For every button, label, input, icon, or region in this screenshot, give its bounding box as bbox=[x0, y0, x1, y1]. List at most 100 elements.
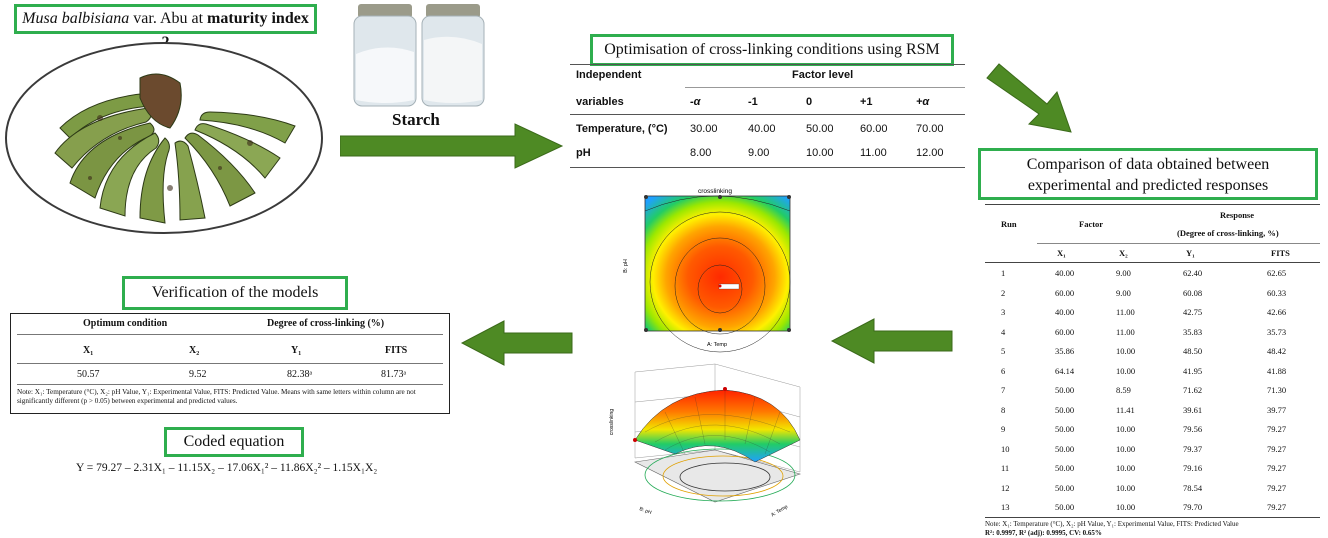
comparison-cell: 50.00 bbox=[1055, 463, 1075, 473]
verification-note: Note: X₁: Temperature (°C), X₂: pH Value… bbox=[17, 388, 416, 405]
rsm-cell: 70.00 bbox=[916, 123, 944, 135]
comparison-row: 7 50.00 8.59 71.62 71.30 bbox=[985, 380, 1320, 400]
comparison-note: Note: X₁: Temperature (°C), X₂: pH Value… bbox=[985, 519, 1239, 528]
comparison-cell: 11.00 bbox=[1116, 326, 1135, 337]
comparison-cell: 39.77 bbox=[1267, 404, 1287, 415]
comparison-row: 2 60.00 9.00 60.08 60.33 bbox=[985, 283, 1320, 303]
contour-plot: crosslinking A: Temp B: pH bbox=[623, 188, 791, 353]
rsm-cell: 9.00 bbox=[748, 147, 770, 159]
comparison-cell: 10.00 bbox=[1116, 443, 1136, 454]
comparison-table: Run Factor Response (Degree of cross-lin… bbox=[985, 204, 1320, 538]
banana-variety: var. Abu at bbox=[129, 10, 208, 27]
verification-value-x1: 50.57 bbox=[77, 369, 100, 380]
comparison-cell: 5 bbox=[1001, 346, 1006, 356]
comparison-cell: 41.88 bbox=[1267, 365, 1287, 376]
rsm-table: Independent Factor level variables -α -1… bbox=[570, 64, 965, 168]
comparison-cell: 10.00 bbox=[1116, 482, 1136, 493]
verification-value-x2: 9.52 bbox=[189, 369, 207, 380]
comparison-cell: 11 bbox=[1001, 463, 1010, 473]
comparison-row: 12 50.00 10.00 78.54 79.27 bbox=[985, 478, 1320, 498]
comparison-cell: 50.00 bbox=[1055, 482, 1075, 493]
comparison-cell: 79.27 bbox=[1267, 502, 1287, 512]
comparison-cell: 3 bbox=[1001, 307, 1006, 317]
surface-zlabel: crosslinking bbox=[609, 409, 615, 435]
comparison-cell: 11.41 bbox=[1116, 404, 1135, 415]
comparison-cell: 79.56 bbox=[1183, 424, 1203, 434]
comparison-cell: 60.00 bbox=[1055, 287, 1075, 298]
rsm-cell: Temperature, (°C) bbox=[576, 123, 668, 135]
comparison-cell: 8 bbox=[1001, 404, 1006, 415]
comparison-cell: 50.00 bbox=[1055, 404, 1075, 415]
rsm-cell: 50.00 bbox=[806, 123, 834, 135]
verification-title-box: Verification of the models bbox=[122, 276, 348, 310]
arrow-left-2 bbox=[460, 320, 573, 366]
comparison-cell: 40.00 bbox=[1055, 307, 1075, 317]
comparison-cell: 79.27 bbox=[1267, 482, 1287, 493]
comparison-cell: 79.27 bbox=[1267, 424, 1287, 434]
comparison-row: 13 50.00 10.00 79.70 79.27 bbox=[985, 497, 1320, 517]
comparison-cell: 60.33 bbox=[1267, 287, 1287, 298]
comparison-cell: 48.42 bbox=[1267, 346, 1287, 356]
verification-title: Verification of the models bbox=[151, 284, 319, 301]
banana-hand-image bbox=[5, 42, 323, 234]
comparison-cell: 48.50 bbox=[1183, 346, 1203, 356]
comparison-row: 9 50.00 10.00 79.56 79.27 bbox=[985, 419, 1320, 439]
rsm-cell: 60.00 bbox=[860, 123, 888, 135]
surface-plot: crosslinking A: Temp B: pH bbox=[609, 363, 802, 518]
comparison-cell: 10 bbox=[1001, 443, 1010, 454]
comparison-cell: 8.59 bbox=[1116, 385, 1131, 395]
comparison-cell: 10.00 bbox=[1116, 346, 1136, 356]
rsm-row-temperature: Temperature, (°C) 30.00 40.00 50.00 60.0… bbox=[570, 115, 965, 141]
comparison-head-fits: FITS bbox=[1271, 248, 1290, 258]
comparison-cell: 79.70 bbox=[1183, 502, 1203, 512]
comparison-cell: 62.40 bbox=[1183, 268, 1203, 278]
comparison-cell: 10.00 bbox=[1116, 424, 1136, 434]
banana-title-box: Musa balbisiana var. Abu at maturity ind… bbox=[14, 4, 317, 51]
arrow-diagonal-down bbox=[986, 63, 1072, 133]
rsm-header-factor-level: Factor level bbox=[792, 69, 854, 81]
comparison-cell: 11.00 bbox=[1116, 307, 1135, 317]
comparison-rows: 1 40.00 9.00 62.40 62.65 2 60.00 9.00 60.08 60.33… bbox=[985, 263, 1320, 517]
rsm-header-variables: variables bbox=[576, 96, 624, 108]
rsm-cell: pH bbox=[576, 147, 591, 159]
verification-head-degree: Degree of cross-linking (%) bbox=[267, 318, 385, 329]
banana-species: Musa balbisiana bbox=[22, 10, 130, 27]
comparison-cell: 71.30 bbox=[1267, 385, 1287, 395]
comparison-row: 11 50.00 10.00 79.16 79.27 bbox=[985, 458, 1320, 478]
comparison-row: 3 40.00 11.00 42.75 42.66 bbox=[985, 302, 1320, 322]
verification-head-x1: X₁ bbox=[83, 345, 94, 356]
comparison-cell: 42.75 bbox=[1183, 307, 1203, 317]
comparison-cell: 79.16 bbox=[1183, 463, 1203, 473]
comparison-row: 1 40.00 9.00 62.40 62.65 bbox=[985, 263, 1320, 283]
verification-head-y1: Y₁ bbox=[291, 345, 302, 356]
contour-xlabel: A: Temp bbox=[707, 342, 727, 348]
rsm-title: Optimisation of cross-linking conditions… bbox=[604, 41, 940, 58]
comparison-row: 10 50.00 10.00 79.37 79.27 bbox=[985, 439, 1320, 459]
comparison-cell: 2 bbox=[1001, 287, 1006, 298]
comparison-cell: 9.00 bbox=[1116, 268, 1131, 278]
rsm-header-minus-one: -1 bbox=[748, 96, 758, 108]
verification-value-fits: 81.73ᵃ bbox=[381, 369, 407, 380]
comparison-cell: 9.00 bbox=[1116, 287, 1131, 298]
comparison-cell: 10.00 bbox=[1116, 365, 1136, 376]
comparison-cell: 35.86 bbox=[1055, 346, 1075, 356]
comparison-cell: 6 bbox=[1001, 365, 1006, 376]
comparison-cell: 10.00 bbox=[1116, 463, 1136, 473]
comparison-cell: 79.27 bbox=[1267, 443, 1287, 454]
comparison-cell: 60.08 bbox=[1183, 287, 1203, 298]
comparison-cell: 50.00 bbox=[1055, 385, 1075, 395]
comparison-cell: 1 bbox=[1001, 268, 1006, 278]
comparison-cell: 9 bbox=[1001, 424, 1006, 434]
starch-label: Starch bbox=[392, 110, 440, 129]
surface-ylabel: B: pH bbox=[638, 506, 652, 516]
comparison-head-x1: X₁ bbox=[1057, 248, 1066, 258]
comparison-title-line2: experimental and predicted responses bbox=[1027, 177, 1269, 194]
comparison-cell: 50.00 bbox=[1055, 424, 1075, 434]
rsm-cell: 12.00 bbox=[916, 147, 944, 159]
rsm-cell: 10.00 bbox=[806, 147, 834, 159]
rsm-header-plus-one: +1 bbox=[860, 96, 873, 108]
comparison-head-run: Run bbox=[1001, 219, 1017, 229]
starch-jars-image bbox=[353, 4, 485, 107]
comparison-cell: 40.00 bbox=[1055, 268, 1075, 278]
rsm-header-plus-alpha: +α bbox=[916, 96, 930, 108]
